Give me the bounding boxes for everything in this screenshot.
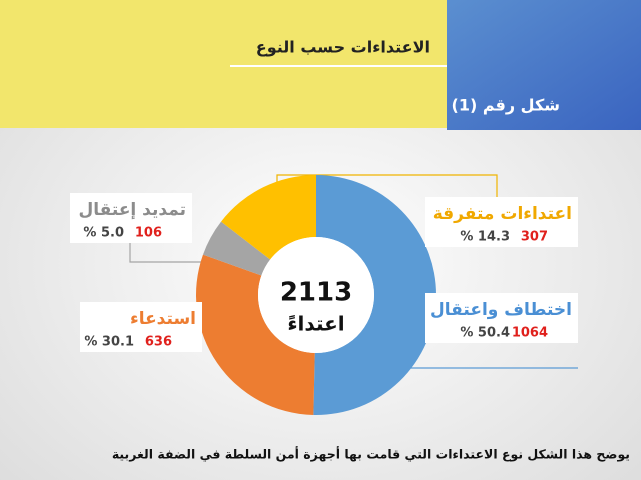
value-label: 1064	[512, 326, 548, 341]
label-box	[425, 293, 578, 343]
share-label: % 30.1	[84, 335, 134, 350]
donut-hole	[258, 237, 374, 353]
center-label: اعتداءً	[287, 312, 344, 336]
donut-segment	[221, 175, 316, 260]
category-label: تمديد إعتقال	[79, 200, 186, 220]
category-label: استدعاء	[130, 309, 196, 329]
value-label: 106	[135, 226, 162, 241]
value-label: 636	[145, 335, 172, 350]
value-label: 307	[521, 230, 548, 245]
share-label: % 50.4	[460, 326, 510, 341]
label-box	[425, 197, 578, 247]
figure-box	[447, 0, 641, 130]
donut-segment	[313, 175, 436, 415]
share-label: % 5.0	[83, 226, 124, 241]
figure-label: شكل رقم (1)	[452, 96, 560, 115]
donut-segment	[202, 221, 271, 276]
category-label: اعتداءات متفرقة	[433, 204, 572, 224]
caption: يوضح هذا الشكل نوع الاعتداءات التي قامت …	[112, 446, 630, 462]
leader-line	[129, 240, 220, 263]
center-value: 2113	[280, 278, 352, 308]
category-label: اختطاف واعتقال	[430, 300, 572, 320]
title-band	[0, 0, 447, 128]
label-box	[80, 302, 202, 352]
chart-title: الاعتداءات حسب النوع	[256, 38, 430, 57]
label-box	[70, 193, 192, 243]
share-label: % 14.3	[460, 230, 510, 245]
donut-segment	[195, 254, 315, 415]
